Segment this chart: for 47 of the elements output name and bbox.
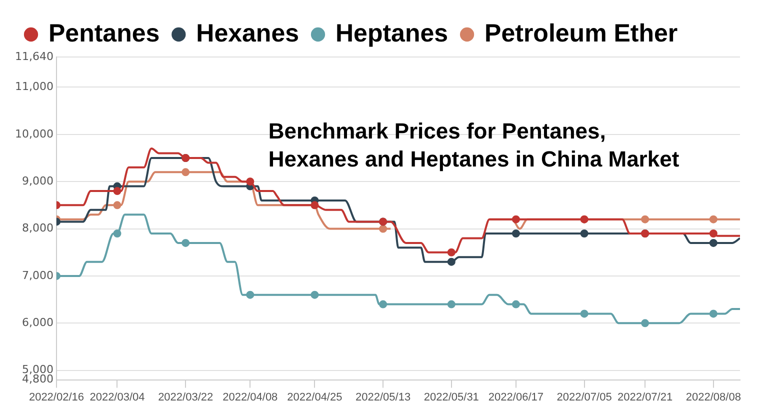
x-tick-label: 2022/03/22 <box>158 391 214 404</box>
point <box>447 248 456 256</box>
legend-label: Petroleum Ether <box>484 19 678 48</box>
point <box>182 168 190 176</box>
point <box>709 238 718 247</box>
point <box>709 215 718 224</box>
y-tick-label: 9,000 <box>22 174 54 188</box>
x-tick-label: 2022/04/08 <box>222 391 278 404</box>
point <box>512 215 520 224</box>
point <box>113 201 122 210</box>
point <box>580 310 588 318</box>
x-tick-label: 2022/07/21 <box>618 391 673 404</box>
point <box>512 230 520 238</box>
y-tick-label: 7,000 <box>22 268 54 282</box>
legend-label: Hexanes <box>196 19 300 48</box>
point <box>641 319 650 328</box>
x-tick-label: 2022/03/04 <box>90 391 145 404</box>
point <box>379 300 388 308</box>
x-tick-label: 2022/04/25 <box>287 391 342 404</box>
y-tick-label: 11,000 <box>14 80 54 94</box>
y-tick-label: 6,000 <box>22 316 54 330</box>
y-tick-label: 4,800 <box>22 372 54 386</box>
point <box>113 187 122 196</box>
point <box>447 300 456 308</box>
legend-label: Heptanes <box>336 19 448 48</box>
x-tick-label: 2022/07/05 <box>556 391 612 404</box>
point <box>447 258 456 266</box>
point <box>641 215 650 224</box>
point <box>182 238 190 247</box>
point <box>512 300 520 308</box>
y-tick-label: 10,000 <box>14 127 54 140</box>
x-tick-label: 2022/08/08 <box>686 391 741 404</box>
y-tick-label: 8,000 <box>22 222 54 235</box>
point <box>709 310 718 318</box>
point <box>379 224 388 233</box>
point <box>709 230 718 238</box>
point <box>580 230 588 238</box>
x-tick-label: 2022/06/17 <box>488 391 544 404</box>
point <box>310 290 319 299</box>
legend-label: Pentanes <box>48 19 160 48</box>
x-tick-label: 2022/05/13 <box>356 391 411 404</box>
y-tick-label: 11,640 <box>14 50 54 63</box>
point <box>113 230 122 238</box>
point <box>246 290 254 299</box>
text: Benchmark Prices for Pentanes, Hexanes and Heptanes in China Market <box>268 118 680 172</box>
x-tick-label: 2022/02/16 <box>28 391 84 404</box>
x-tick-label: 2022/05/31 <box>424 391 479 404</box>
